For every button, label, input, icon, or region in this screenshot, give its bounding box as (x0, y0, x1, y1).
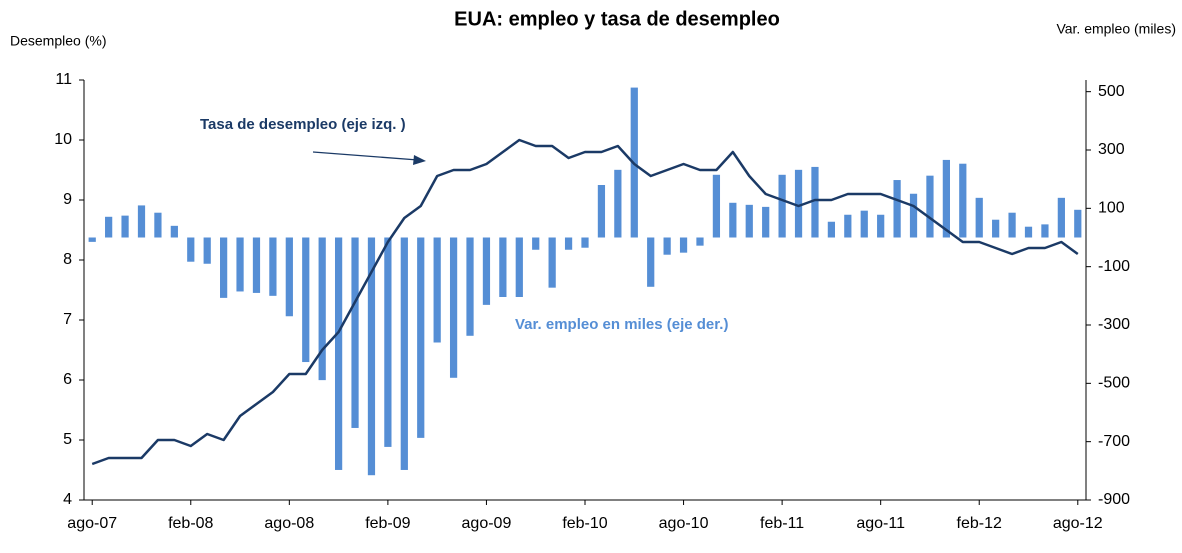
bar (975, 197, 983, 238)
bar (1074, 209, 1082, 238)
bar (203, 237, 211, 264)
bar (992, 219, 1000, 238)
bar (581, 237, 589, 248)
x-tick-label: ago-11 (856, 515, 905, 532)
bar (942, 159, 950, 238)
bar (762, 206, 770, 238)
x-tick-label: ago-12 (1053, 515, 1103, 532)
bar (614, 169, 622, 238)
x-tick-label: ago-07 (67, 515, 117, 532)
bar (187, 237, 195, 262)
bar (466, 237, 474, 336)
bar (252, 237, 261, 293)
bar (88, 237, 96, 242)
y2-tick-label: -900 (1098, 491, 1130, 508)
bar (778, 174, 786, 238)
bar (860, 210, 868, 238)
bar (877, 214, 885, 238)
chart-title: EUA: empleo y tasa de desempleo (454, 8, 780, 30)
bar (220, 237, 228, 298)
bar (137, 205, 146, 238)
y-tick-label: 8 (63, 251, 72, 268)
y2-tick-label: -700 (1098, 433, 1130, 450)
bar (449, 237, 458, 378)
bar (269, 237, 277, 296)
bar (1057, 197, 1065, 238)
y-tick-label: 11 (55, 71, 72, 88)
bar (105, 216, 113, 238)
bar (696, 237, 704, 246)
line-annotation: Tasa de desempleo (eje izq. ) (200, 116, 406, 133)
bar (827, 221, 836, 238)
bar (712, 174, 721, 238)
bar-annotation: Var. empleo en miles (eje der.) (515, 316, 728, 333)
bar (663, 237, 671, 255)
bar (482, 237, 491, 305)
x-tick-label: feb-11 (760, 515, 804, 532)
bar (647, 237, 655, 287)
bar (515, 237, 523, 297)
bar (959, 163, 967, 238)
bar (351, 237, 359, 428)
annotation-arrow (312, 151, 419, 161)
bar (679, 237, 688, 253)
bar (1024, 226, 1033, 238)
bar (532, 237, 540, 250)
bar (367, 237, 376, 476)
y2-tick-label: 300 (1098, 141, 1125, 158)
bar (1041, 224, 1049, 238)
bar (318, 237, 326, 381)
bar (745, 204, 753, 238)
bar (400, 237, 408, 470)
y2-tick-label: 500 (1098, 83, 1125, 100)
x-tick-label: ago-09 (462, 515, 512, 532)
y-axis-title: Desempleo (%) (10, 33, 106, 49)
bar (417, 237, 425, 438)
bar (926, 175, 934, 238)
x-tick-label: feb-10 (562, 515, 607, 532)
y-tick-label: 4 (63, 491, 72, 508)
bar (909, 193, 918, 238)
bar (1008, 212, 1016, 238)
bar (729, 202, 737, 238)
y-tick-label: 10 (54, 131, 72, 148)
y-tick-label: 6 (63, 371, 72, 388)
y-tick-label: 7 (63, 311, 72, 328)
x-tick-label: feb-09 (365, 515, 410, 532)
bar (564, 237, 573, 250)
y2-tick-label: -300 (1098, 316, 1130, 333)
x-tick-label: ago-08 (264, 515, 314, 532)
y2-axis-title: Var. empleo (miles) (1056, 21, 1176, 37)
bar (154, 212, 162, 238)
bar (302, 237, 310, 363)
bar (121, 215, 129, 238)
bar (844, 214, 852, 238)
y-tick-label: 5 (63, 431, 72, 448)
y2-tick-label: -500 (1098, 375, 1130, 392)
x-tick-label: feb-08 (168, 515, 213, 532)
arrow-head (413, 155, 426, 165)
bar (499, 237, 507, 297)
bar (548, 237, 556, 288)
bar (285, 237, 293, 317)
bar (334, 237, 343, 470)
x-tick-label: ago-10 (659, 515, 709, 532)
line (91, 138, 1079, 466)
bar (384, 237, 392, 447)
bar (893, 180, 901, 238)
y-tick-label: 9 (63, 191, 72, 208)
bar (433, 237, 441, 343)
bar (597, 185, 606, 238)
bar (236, 237, 244, 292)
bar (811, 166, 819, 238)
y2-tick-label: 100 (1098, 200, 1125, 217)
x-tick-label: feb-12 (957, 515, 1002, 532)
y2-tick-label: -100 (1098, 258, 1130, 275)
bar (170, 225, 178, 238)
bar (794, 169, 803, 238)
